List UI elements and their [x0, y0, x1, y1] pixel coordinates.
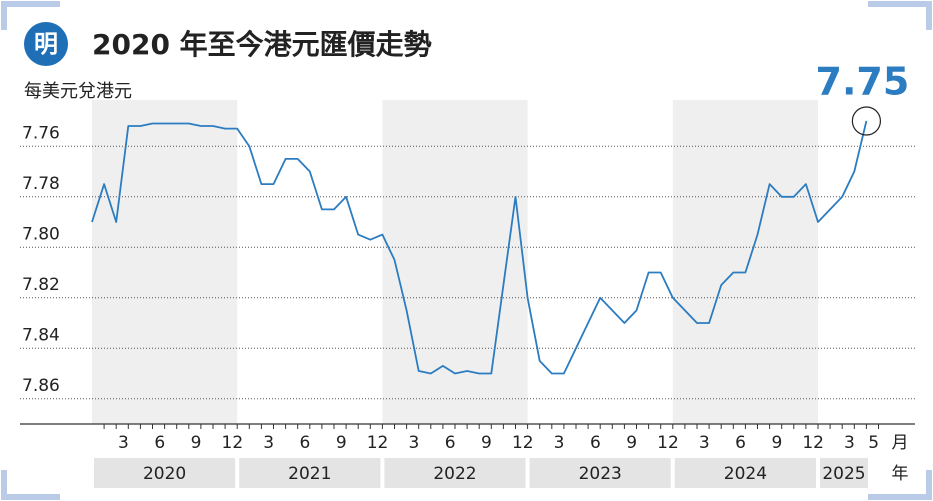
x-tick-label: 9 — [771, 433, 782, 453]
x-tick-label: 3 — [263, 433, 274, 453]
year-label-box — [674, 458, 816, 488]
year-unit: 年 — [892, 464, 909, 484]
chart-title: 2020 年至今港元匯價走勢 — [92, 28, 432, 61]
year-band — [382, 100, 528, 424]
latest-marker — [851, 106, 882, 136]
x-tick-label: 6 — [735, 433, 746, 453]
y-tick-label: 7.82 — [22, 275, 60, 295]
year-label: 2022 — [433, 464, 476, 484]
x-tick-label: 3 — [118, 433, 129, 453]
rate-line — [91, 120, 868, 375]
latest-annotation: 7.75 — [816, 60, 910, 104]
x-tick-label: 12 — [512, 433, 534, 453]
x-tick-label: 3 — [699, 433, 710, 453]
year-label-box — [529, 458, 671, 488]
year-band — [92, 100, 238, 424]
year-label: 2025 — [822, 464, 865, 484]
y-tick-label: 7.86 — [22, 376, 60, 396]
y-tick-label: 7.84 — [22, 325, 60, 345]
x-tick-label: 12 — [802, 433, 824, 453]
year-label-box — [384, 458, 526, 488]
x-tick-label: 6 — [154, 433, 165, 453]
month-unit: 月 — [892, 433, 909, 453]
year-band — [672, 100, 818, 424]
year-label-box — [94, 458, 236, 488]
x-tick-label: 12 — [367, 433, 389, 453]
year-label: 2020 — [143, 464, 186, 484]
corner-decoration — [1, 470, 60, 500]
x-tick-label: 9 — [336, 433, 347, 453]
x-tick-label: 5 — [868, 433, 879, 453]
logo-badge — [24, 22, 68, 66]
x-tick-label: 3 — [554, 433, 565, 453]
y-tick-label: 7.78 — [22, 174, 60, 194]
logo: 明 — [34, 30, 58, 58]
corner-decoration — [1, 1, 60, 30]
year-label: 2021 — [288, 464, 331, 484]
x-tick-label: 9 — [191, 433, 202, 453]
x-tick-label: 6 — [445, 433, 456, 453]
year-label-box — [239, 458, 381, 488]
x-tick-label: 12 — [657, 433, 679, 453]
x-tick-label: 6 — [300, 433, 311, 453]
year-label: 2024 — [724, 464, 767, 484]
y-tick-label: 7.76 — [22, 123, 60, 143]
x-tick-label: 9 — [626, 433, 637, 453]
year-label-box — [820, 458, 868, 488]
x-tick-label: 12 — [222, 433, 244, 453]
x-tick-label: 9 — [481, 433, 492, 453]
y-axis-label: 每美元兌港元 — [24, 81, 132, 102]
corner-decoration — [868, 1, 932, 30]
x-tick-label: 6 — [590, 433, 601, 453]
x-tick-label: 3 — [408, 433, 419, 453]
year-label: 2023 — [579, 464, 622, 484]
corner-decoration — [868, 470, 932, 500]
y-tick-label: 7.80 — [22, 224, 60, 244]
x-tick-label: 3 — [844, 433, 855, 453]
